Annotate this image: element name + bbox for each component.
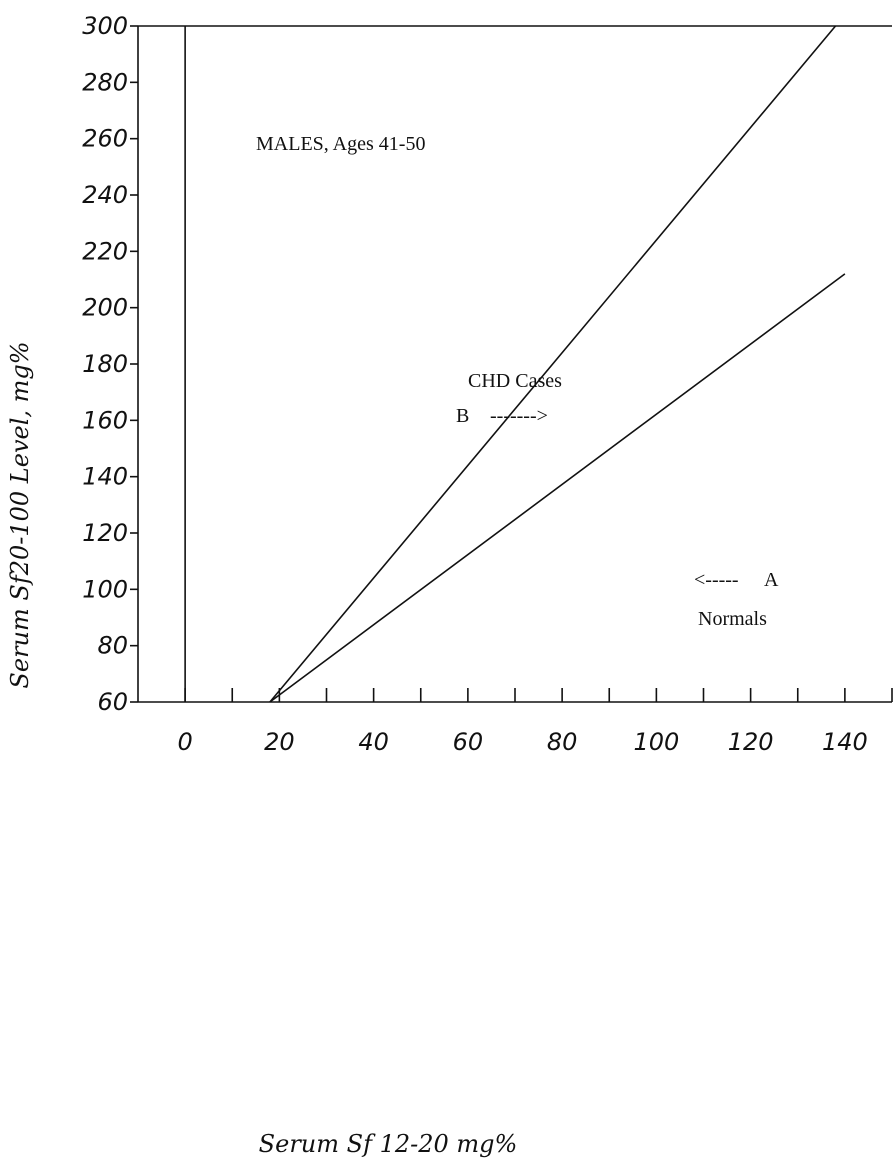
x-tick-label: 20 [264,728,295,756]
y-tick-label: 140 [82,463,128,491]
y-axis-title: Serum Sf20-100 Level, mg% [6,341,34,688]
y-tick-label: 280 [82,68,128,96]
x-tick-label: 80 [547,728,578,756]
series-line-chd-cases [269,25,837,703]
x-tick-label: 0 [177,728,192,756]
y-tick-label: 220 [82,237,128,265]
group-annotation: MALES, Ages 41-50 [256,133,425,155]
y-tick-label: 100 [82,575,128,603]
y-tick-label: 300 [82,12,128,40]
y-tick-label: 240 [82,181,128,209]
x-axis-title: Serum Sf 12-20 mg% [259,1130,518,1158]
x-tick-label: 140 [822,728,868,756]
series-a-title: Normals [698,608,767,630]
tick-marks [130,25,893,703]
series-b-letter: B [456,405,469,427]
series-a-letter: A [764,569,779,591]
y-tick-label: 200 [82,294,128,322]
series-a-arrow: <----- [694,569,739,591]
y-tick-label: 260 [82,125,128,153]
series-layer [269,25,846,703]
x-tick-label: 40 [358,728,389,756]
series-b-title: CHD Cases [468,370,562,392]
y-tick-label: 180 [82,350,128,378]
x-tick-label: 100 [633,728,679,756]
y-tick-label: 60 [97,688,128,716]
y-tick-label: 80 [97,632,128,660]
y-tick-label: 160 [82,406,128,434]
y-tick-label: 120 [82,519,128,547]
series-b-arrow: -------> [490,405,548,427]
axes [137,25,892,703]
x-tick-label: 60 [453,728,484,756]
series-line-normals [269,273,846,703]
x-tick-label: 120 [728,728,774,756]
tick-labels: 60 80 100 120 140 160 180 200 220 240 260 280 300 0 20… [82,12,868,756]
